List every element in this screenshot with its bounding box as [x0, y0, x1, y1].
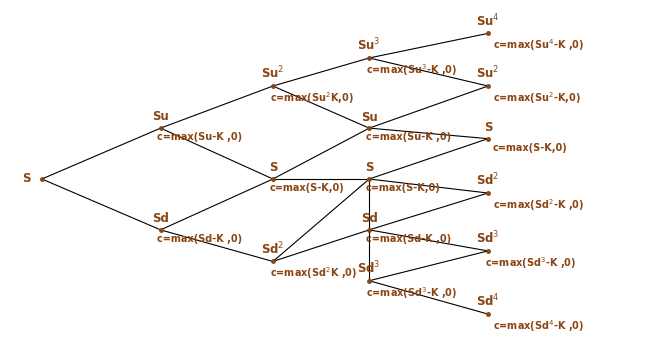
Text: Sd$^2$: Sd$^2$	[261, 240, 285, 257]
Text: Sd: Sd	[361, 212, 378, 225]
Text: S: S	[365, 161, 373, 174]
Text: c=max(Su$^4$-K ,0): c=max(Su$^4$-K ,0)	[493, 38, 584, 53]
Text: c=max(Sd$^2$-K ,0): c=max(Sd$^2$-K ,0)	[493, 197, 584, 213]
Text: c=max(Su$^3$-K ,0): c=max(Su$^3$-K ,0)	[366, 62, 457, 78]
Text: Su$^2$: Su$^2$	[476, 65, 500, 82]
Text: c=max(Sd$^3$-K ,0): c=max(Sd$^3$-K ,0)	[366, 285, 457, 301]
Text: S: S	[269, 161, 277, 174]
Text: c=max(S-K,0): c=max(S-K,0)	[366, 183, 441, 193]
Text: Su$^3$: Su$^3$	[358, 37, 381, 53]
Text: c=max(S-K,0): c=max(S-K,0)	[493, 143, 568, 153]
Text: c=max(Sd-K ,0): c=max(Sd-K ,0)	[157, 234, 242, 244]
Text: Sd: Sd	[152, 212, 169, 225]
Text: c=max(Sd$^4$-K ,0): c=max(Sd$^4$-K ,0)	[493, 318, 584, 334]
Text: Su$^2$: Su$^2$	[261, 65, 285, 82]
Text: c=max(Su$^2$-K,0): c=max(Su$^2$-K,0)	[493, 90, 581, 106]
Text: Su: Su	[152, 110, 169, 123]
Text: S: S	[22, 173, 30, 185]
Text: Su: Su	[361, 111, 377, 124]
Text: c=max(Su-K ,0): c=max(Su-K ,0)	[366, 132, 451, 142]
Text: c=max(Sd$^3$-K ,0): c=max(Sd$^3$-K ,0)	[485, 255, 576, 271]
Text: Sd$^4$: Sd$^4$	[476, 293, 500, 310]
Text: c=max(S-K,0): c=max(S-K,0)	[270, 183, 345, 193]
Text: c=max(Su-K ,0): c=max(Su-K ,0)	[157, 132, 242, 142]
Text: Sd$^3$: Sd$^3$	[476, 230, 500, 246]
Text: Su$^4$: Su$^4$	[476, 12, 500, 29]
Text: Sd$^3$: Sd$^3$	[358, 260, 381, 276]
Text: Sd$^2$: Sd$^2$	[476, 172, 500, 188]
Text: c=max(Sd$^2$K ,0): c=max(Sd$^2$K ,0)	[270, 266, 357, 281]
Text: c=max(Sd-K ,0): c=max(Sd-K ,0)	[366, 234, 451, 244]
Text: c=max(Su$^2$K,0): c=max(Su$^2$K,0)	[270, 90, 354, 106]
Text: S: S	[484, 121, 492, 134]
